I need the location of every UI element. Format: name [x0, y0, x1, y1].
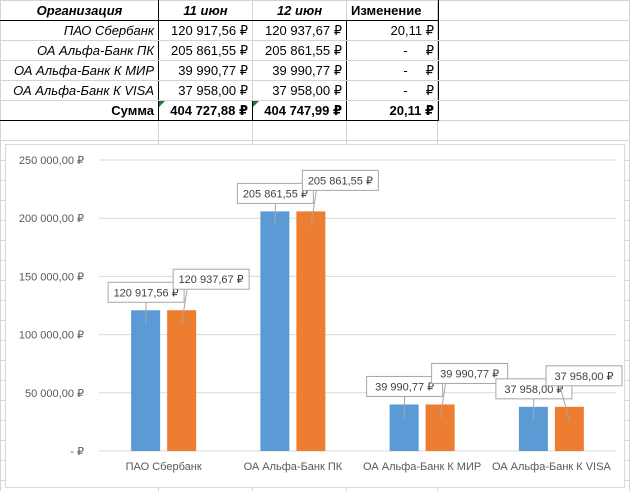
bar[interactable]	[425, 404, 455, 451]
label-leader-line	[532, 398, 535, 421]
label-leader-line	[310, 190, 317, 226]
label-leader-line	[274, 203, 276, 226]
sum-label-cell[interactable]: Сумма	[0, 100, 159, 121]
cell-change[interactable]: - ₽	[346, 40, 439, 61]
cell-jun11[interactable]: 37 958,00 ₽	[158, 80, 253, 101]
header-cell-org[interactable]: Организация	[0, 0, 159, 21]
sum-change-cell[interactable]: 20,11 ₽	[346, 100, 439, 121]
y-tick-label: 250 000,00 ₽	[19, 155, 84, 167]
data-label-box	[366, 375, 444, 397]
sum-jun11-cell[interactable]: 404 727,88 ₽	[158, 100, 253, 121]
header-cell-jun12[interactable]: 12 июн	[252, 0, 347, 21]
label-leader-line	[439, 383, 447, 419]
cell-jun12[interactable]: 120 937,67 ₽	[252, 20, 347, 41]
table-row: ПАО Сбербанк 120 917,56 ₽ 120 937,67 ₽ 2…	[0, 20, 439, 41]
data-label: 120 917,56 ₽	[114, 287, 179, 299]
y-tick-label: 100 000,00 ₽	[19, 330, 84, 342]
cell-jun11[interactable]: 39 990,77 ₽	[158, 60, 253, 81]
spreadsheet-table: Организация 11 июн 12 июн Изменение ПАО …	[0, 0, 439, 121]
data-label: 37 958,00 ₽	[504, 384, 563, 396]
formula-warning-marker	[159, 101, 165, 107]
bar[interactable]	[296, 211, 326, 451]
table-row: ОА Альфа-Банк ПК 205 861,55 ₽ 205 861,55…	[0, 40, 439, 61]
y-tick-label: 50 000,00 ₽	[25, 388, 84, 400]
y-tick-label: - ₽	[70, 446, 84, 458]
x-tick-label: ОА Альфа-Банк К МИР	[363, 461, 481, 473]
bar[interactable]	[260, 211, 290, 451]
sum-row: Сумма 404 727,88 ₽ 404 747,99 ₽ 20,11 ₽	[0, 100, 439, 121]
y-tick-label: 200 000,00 ₽	[19, 213, 84, 225]
label-leader-line	[181, 289, 188, 325]
table-row: ОА Альфа-Банк К VISA 37 958,00 ₽ 37 958,…	[0, 80, 439, 101]
data-label-box	[236, 182, 314, 204]
bar[interactable]	[554, 406, 584, 451]
sum-jun12-cell[interactable]: 404 747,99 ₽	[252, 100, 347, 121]
cell-change[interactable]: 20,11 ₽	[346, 20, 439, 41]
data-label: 205 861,55 ₽	[243, 188, 308, 200]
data-label-box	[107, 281, 185, 303]
cell-org[interactable]: ПАО Сбербанк	[0, 20, 159, 41]
sum-jun11-value: 404 727,88 ₽	[170, 102, 248, 118]
header-cell-change[interactable]: Изменение	[346, 0, 439, 21]
data-label-box	[431, 362, 509, 384]
cell-org[interactable]: ОА Альфа-Банк К МИР	[0, 60, 159, 81]
data-label-box	[545, 365, 623, 387]
bar-chart[interactable]: - ₽ 50 000,00 ₽ 100 000,00 ₽ 150 000,00 ₽ 20…	[5, 144, 625, 488]
cell-jun12[interactable]: 205 861,55 ₽	[252, 40, 347, 61]
cell-org[interactable]: ОА Альфа-Банк К VISA	[0, 80, 159, 101]
label-leader-line	[403, 396, 406, 419]
bar[interactable]	[131, 310, 161, 451]
data-label-box	[301, 169, 379, 191]
cell-jun12[interactable]: 37 958,00 ₽	[252, 80, 347, 101]
cell-jun11[interactable]: 120 917,56 ₽	[158, 20, 253, 41]
cell-change[interactable]: - ₽	[346, 80, 439, 101]
header-cell-jun11[interactable]: 11 июн	[158, 0, 253, 21]
header-row: Организация 11 июн 12 июн Изменение	[0, 0, 439, 21]
sum-jun12-value: 404 747,99 ₽	[264, 102, 342, 118]
chart-canvas: - ₽ 50 000,00 ₽ 100 000,00 ₽ 150 000,00 ₽ 20…	[19, 155, 623, 473]
data-label: 39 990,77 ₽	[375, 381, 434, 393]
data-label-box	[172, 268, 250, 290]
cell-org[interactable]: ОА Альфа-Банк ПК	[0, 40, 159, 61]
bar[interactable]	[167, 310, 197, 451]
x-tick-label: ОА Альфа-Банк К VISA	[492, 461, 611, 473]
cell-jun12[interactable]: 39 990,77 ₽	[252, 60, 347, 81]
label-leader-line	[145, 302, 147, 325]
table-row: ОА Альфа-Банк К МИР 39 990,77 ₽ 39 990,7…	[0, 60, 439, 81]
x-tick-label: ОА Альфа-Банк ПК	[244, 461, 343, 473]
data-label: 205 861,55 ₽	[308, 175, 373, 187]
x-tick-label: ПАО Сбербанк	[126, 461, 202, 473]
cell-change[interactable]: - ₽	[346, 60, 439, 81]
cell-jun11[interactable]: 205 861,55 ₽	[158, 40, 253, 61]
data-label: 37 958,00 ₽	[555, 371, 614, 383]
y-tick-label: 150 000,00 ₽	[19, 271, 84, 283]
data-label: 39 990,77 ₽	[440, 368, 499, 380]
label-leader-line	[559, 385, 570, 421]
data-label: 120 937,67 ₽	[179, 274, 244, 286]
formula-warning-marker	[253, 101, 259, 107]
